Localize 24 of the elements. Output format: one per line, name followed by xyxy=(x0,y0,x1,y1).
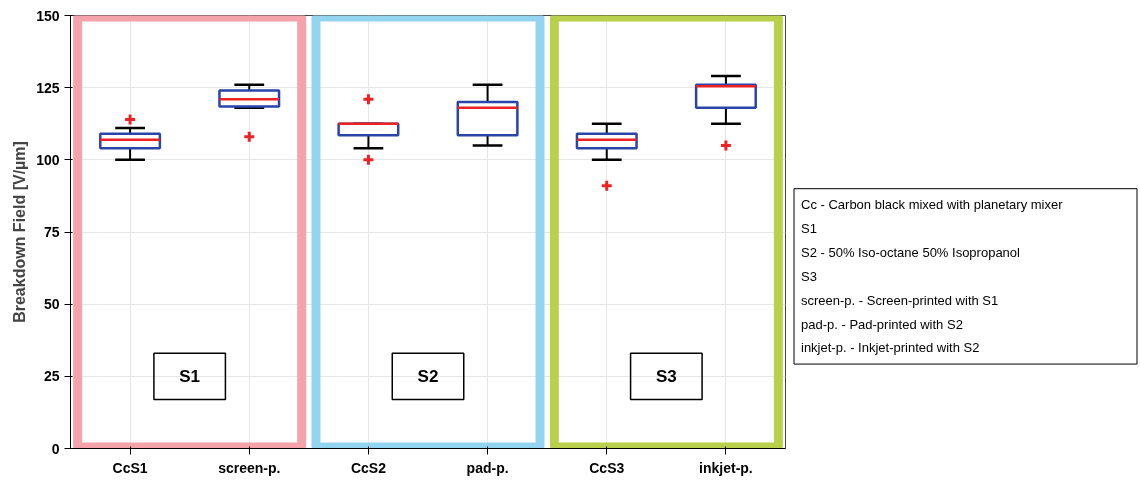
x-tick-label: CcS3 xyxy=(589,459,625,476)
text: pad-p. - Pad-printed with S2 xyxy=(801,316,963,332)
text: S1 xyxy=(801,221,817,237)
annotation: S3 xyxy=(655,366,677,386)
y-tick-label: 0 xyxy=(51,440,60,457)
y-tick-label: 125 xyxy=(36,79,60,96)
text: S2 - 50% Iso-octane 50% Isopropanol xyxy=(801,245,1021,261)
x-tick-label: inkjet-p. xyxy=(699,459,753,476)
x-tick-label: CcS2 xyxy=(350,459,387,476)
annotation: S1 xyxy=(179,366,201,386)
x-tick-label: screen-p. xyxy=(218,459,281,476)
x-tick-label: pad-p. xyxy=(466,459,509,476)
y-tick-label: 75 xyxy=(43,224,60,240)
text: Cc - Carbon black mixed with planetary mixer xyxy=(801,197,1064,213)
x-tick-label: CcS1 xyxy=(112,459,148,476)
y-tick-label: 50 xyxy=(43,296,60,313)
y-tick-label: 100 xyxy=(36,151,60,168)
text: inkjet-p. - Inkjet-printed with S2 xyxy=(801,340,980,356)
y-tick-label: 150 xyxy=(36,7,60,24)
text: screen-p. - Screen-printed with S1 xyxy=(801,292,999,308)
y-tick-label: 25 xyxy=(43,368,60,385)
annotation: S2 xyxy=(417,366,439,386)
text: S3 xyxy=(801,268,817,284)
y-axis-title: Breakdown Field [V/µm] xyxy=(11,141,29,323)
